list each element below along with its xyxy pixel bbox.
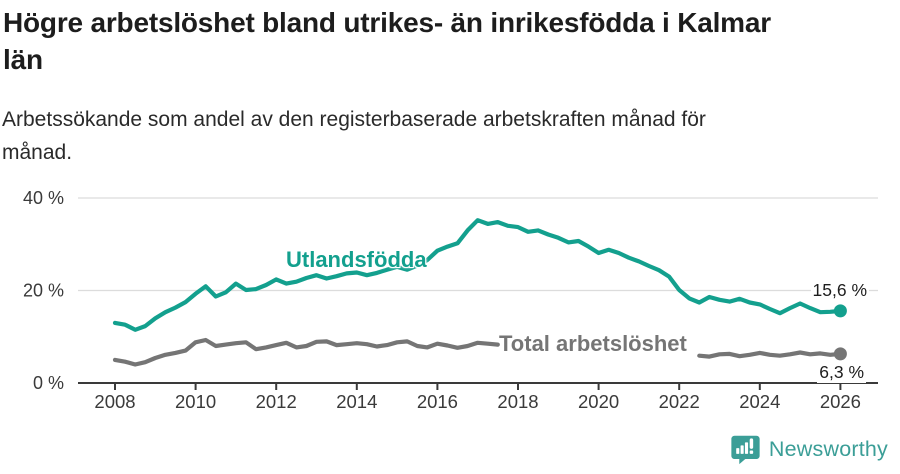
logo-bar-1 [736, 448, 740, 454]
svg-text:2022: 2022 [659, 391, 700, 412]
logo-bar-3 [744, 442, 748, 454]
newsworthy-logo-icon [731, 435, 760, 465]
svg-text:2010: 2010 [175, 391, 216, 412]
svg-text:20 %: 20 % [23, 281, 64, 301]
chart-subtitle: Arbetssökande som andel av den registerb… [2, 108, 706, 164]
brand-name: Newsworthy [768, 436, 888, 461]
chart-canvas: 0 % 20 % 40 % 2008 2010 2012 2014 2016 2018 2020 2… [23, 188, 878, 412]
series-label-utlandsfodda: Utlandsfödda [286, 247, 427, 272]
chart-title: Högre arbetslöshet bland utrikes- än inr… [3, 7, 771, 75]
logo-bar-2 [740, 445, 744, 454]
svg-text:2024: 2024 [739, 391, 780, 412]
svg-text:2012: 2012 [256, 391, 297, 412]
svg-text:2020: 2020 [578, 391, 619, 412]
end-value-label-total: 6,3 % [817, 362, 866, 383]
svg-text:40 %: 40 % [23, 188, 64, 208]
svg-text:2018: 2018 [497, 391, 538, 412]
end-value-label-utlandsfodda: 15,6 % [810, 280, 869, 301]
svg-text:0 %: 0 % [33, 373, 64, 393]
series-label-total-arbetsloshet: Total arbetslöshet [499, 331, 687, 356]
svg-text:2026: 2026 [820, 391, 861, 412]
svg-text:2016: 2016 [417, 391, 458, 412]
svg-text:2008: 2008 [94, 391, 135, 412]
brand-footer: Newsworthy [730, 432, 888, 466]
unemployment-line-chart: 0 % 20 % 40 % 2008 2010 2012 2014 2016 2018 2020 2… [0, 185, 900, 420]
logo-exclamation-stem [749, 438, 754, 449]
svg-text:2014: 2014 [336, 391, 377, 412]
logo-exclamation-dot [749, 450, 754, 454]
